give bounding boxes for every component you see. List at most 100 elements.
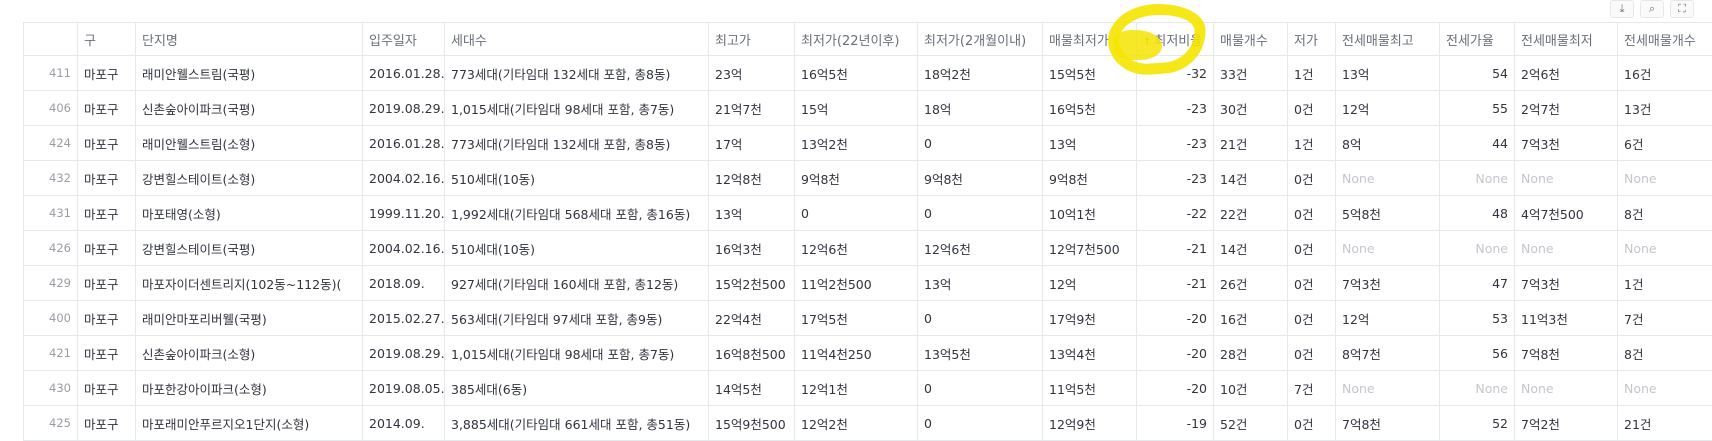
col-header-jeonse-max[interactable]: 전세매물최고 <box>1336 23 1440 56</box>
cell-jeonse-max[interactable]: 12억 <box>1336 301 1440 336</box>
cell-jeonse-count[interactable]: None <box>1618 371 1712 406</box>
cell-complex-name[interactable]: 신촌숲아이파크(국평) <box>136 91 363 126</box>
cell-move-in-date[interactable]: 2019.08.29. <box>363 336 445 371</box>
cell-row-index[interactable]: 424 <box>24 126 78 161</box>
cell-max-price[interactable]: 14억5천 <box>709 371 795 406</box>
cell-max-price[interactable]: 16억3천 <box>709 231 795 266</box>
cell-jeonse-max[interactable]: 8억7천 <box>1336 336 1440 371</box>
cell-complex-name[interactable]: 마포한강아이파크(소형) <box>136 371 363 406</box>
col-header-min-price-since22[interactable]: 최저가(22년이후) <box>795 23 918 56</box>
cell-jeonse-ratio[interactable]: None <box>1440 371 1515 406</box>
cell-jeonse-ratio[interactable]: 55 <box>1440 91 1515 126</box>
cell-listing-count[interactable]: 16건 <box>1214 301 1288 336</box>
cell-min-ratio[interactable]: -20 <box>1137 336 1214 371</box>
cell-complex-name[interactable]: 마포래미안푸르지오1단지(소형) <box>136 406 363 441</box>
cell-jeonse-max[interactable]: 13억 <box>1336 56 1440 91</box>
cell-jeonse-ratio[interactable]: None <box>1440 231 1515 266</box>
cell-complex-name[interactable]: 마포태영(소형) <box>136 196 363 231</box>
cell-low-price[interactable]: 0건 <box>1288 231 1336 266</box>
cell-complex-name[interactable]: 래미안웰스트림(소형) <box>136 126 363 161</box>
cell-complex-name[interactable]: 래미안마포리버웰(국평) <box>136 301 363 336</box>
cell-jeonse-count[interactable]: 8건 <box>1618 196 1712 231</box>
cell-jeonse-ratio[interactable]: None <box>1440 161 1515 196</box>
cell-min-ratio[interactable]: -23 <box>1137 91 1214 126</box>
cell-jeonse-min[interactable]: 2억6천 <box>1515 56 1618 91</box>
cell-listing-min-price[interactable]: 13억 <box>1043 126 1137 161</box>
cell-households[interactable]: 1,015세대(기타임대 98세대 포함, 총7동) <box>445 91 709 126</box>
cell-min-ratio[interactable]: -23 <box>1137 161 1214 196</box>
cell-low-price[interactable]: 7건 <box>1288 371 1336 406</box>
cell-min-price-since22[interactable]: 0 <box>795 196 918 231</box>
cell-jeonse-ratio[interactable]: 44 <box>1440 126 1515 161</box>
cell-low-price[interactable]: 0건 <box>1288 336 1336 371</box>
cell-jeonse-min[interactable]: 2억7천 <box>1515 91 1618 126</box>
col-header-max-price[interactable]: 최고가 <box>709 23 795 56</box>
cell-min-ratio[interactable]: -20 <box>1137 371 1214 406</box>
cell-listing-count[interactable]: 14건 <box>1214 231 1288 266</box>
cell-row-index[interactable]: 432 <box>24 161 78 196</box>
col-header-jeonse-ratio[interactable]: 전세가율 <box>1440 23 1515 56</box>
cell-listing-count[interactable]: 33건 <box>1214 56 1288 91</box>
cell-low-price[interactable]: 0건 <box>1288 196 1336 231</box>
cell-jeonse-max[interactable]: 5억8천 <box>1336 196 1440 231</box>
cell-households[interactable]: 510세대(10동) <box>445 161 709 196</box>
cell-min-price-since22[interactable]: 9억8천 <box>795 161 918 196</box>
cell-listing-min-price[interactable]: 11억5천 <box>1043 371 1137 406</box>
cell-min-ratio[interactable]: -23 <box>1137 126 1214 161</box>
cell-listing-count[interactable]: 21건 <box>1214 126 1288 161</box>
cell-complex-name[interactable]: 마포자이더센트리지(102동~112동)( <box>136 266 363 301</box>
cell-move-in-date[interactable]: 2015.02.27. <box>363 301 445 336</box>
cell-jeonse-count[interactable]: 7건 <box>1618 301 1712 336</box>
cell-max-price[interactable]: 16억8천500 <box>709 336 795 371</box>
cell-households[interactable]: 927세대(기타임대 160세대 포함, 총12동) <box>445 266 709 301</box>
cell-min-price-since22[interactable]: 16억5천 <box>795 56 918 91</box>
cell-jeonse-max[interactable]: 7억8천 <box>1336 406 1440 441</box>
cell-row-index[interactable]: 400 <box>24 301 78 336</box>
cell-max-price[interactable]: 15억2천500 <box>709 266 795 301</box>
cell-min-price-2months[interactable]: 0 <box>918 371 1043 406</box>
cell-complex-name[interactable]: 신촌숲아이파크(소형) <box>136 336 363 371</box>
cell-jeonse-count[interactable]: 8건 <box>1618 336 1712 371</box>
cell-jeonse-count[interactable]: 16건 <box>1618 56 1712 91</box>
cell-min-price-since22[interactable]: 12억2천 <box>795 406 918 441</box>
cell-min-ratio[interactable]: -19 <box>1137 406 1214 441</box>
cell-row-index[interactable]: 425 <box>24 406 78 441</box>
cell-max-price[interactable]: 12억8천 <box>709 161 795 196</box>
col-header-low-price[interactable]: 저가 <box>1288 23 1336 56</box>
cell-gu[interactable]: 마포구 <box>78 231 136 266</box>
cell-min-price-since22[interactable]: 15억 <box>795 91 918 126</box>
cell-gu[interactable]: 마포구 <box>78 91 136 126</box>
cell-jeonse-min[interactable]: 7억8천 <box>1515 336 1618 371</box>
col-header-jeonse-count[interactable]: 전세매물개수 <box>1618 23 1712 56</box>
cell-row-index[interactable]: 421 <box>24 336 78 371</box>
cell-jeonse-count[interactable]: 13건 <box>1618 91 1712 126</box>
cell-low-price[interactable]: 0건 <box>1288 266 1336 301</box>
cell-listing-min-price[interactable]: 12억9천 <box>1043 406 1137 441</box>
cell-max-price[interactable]: 23억 <box>709 56 795 91</box>
cell-jeonse-ratio[interactable]: 52 <box>1440 406 1515 441</box>
cell-listing-count[interactable]: 28건 <box>1214 336 1288 371</box>
cell-gu[interactable]: 마포구 <box>78 196 136 231</box>
cell-gu[interactable]: 마포구 <box>78 56 136 91</box>
cell-households[interactable]: 510세대(10동) <box>445 231 709 266</box>
cell-min-price-2months[interactable]: 0 <box>918 301 1043 336</box>
cell-listing-count[interactable]: 14건 <box>1214 161 1288 196</box>
cell-move-in-date[interactable]: 2004.02.16. <box>363 161 445 196</box>
cell-listing-min-price[interactable]: 10억1천 <box>1043 196 1137 231</box>
col-header-households[interactable]: 세대수 <box>445 23 709 56</box>
fullscreen-icon[interactable]: ⛶ <box>1670 0 1694 18</box>
cell-jeonse-min[interactable]: 7억2천 <box>1515 406 1618 441</box>
cell-move-in-date[interactable]: 2019.08.29. <box>363 91 445 126</box>
cell-min-price-since22[interactable]: 11억2천500 <box>795 266 918 301</box>
cell-row-index[interactable]: 429 <box>24 266 78 301</box>
cell-listing-min-price[interactable]: 16억5천 <box>1043 91 1137 126</box>
cell-low-price[interactable]: 0건 <box>1288 301 1336 336</box>
cell-min-price-2months[interactable]: 0 <box>918 126 1043 161</box>
cell-jeonse-count[interactable]: 1건 <box>1618 266 1712 301</box>
cell-households[interactable]: 1,015세대(기타임대 98세대 포함, 총7동) <box>445 336 709 371</box>
